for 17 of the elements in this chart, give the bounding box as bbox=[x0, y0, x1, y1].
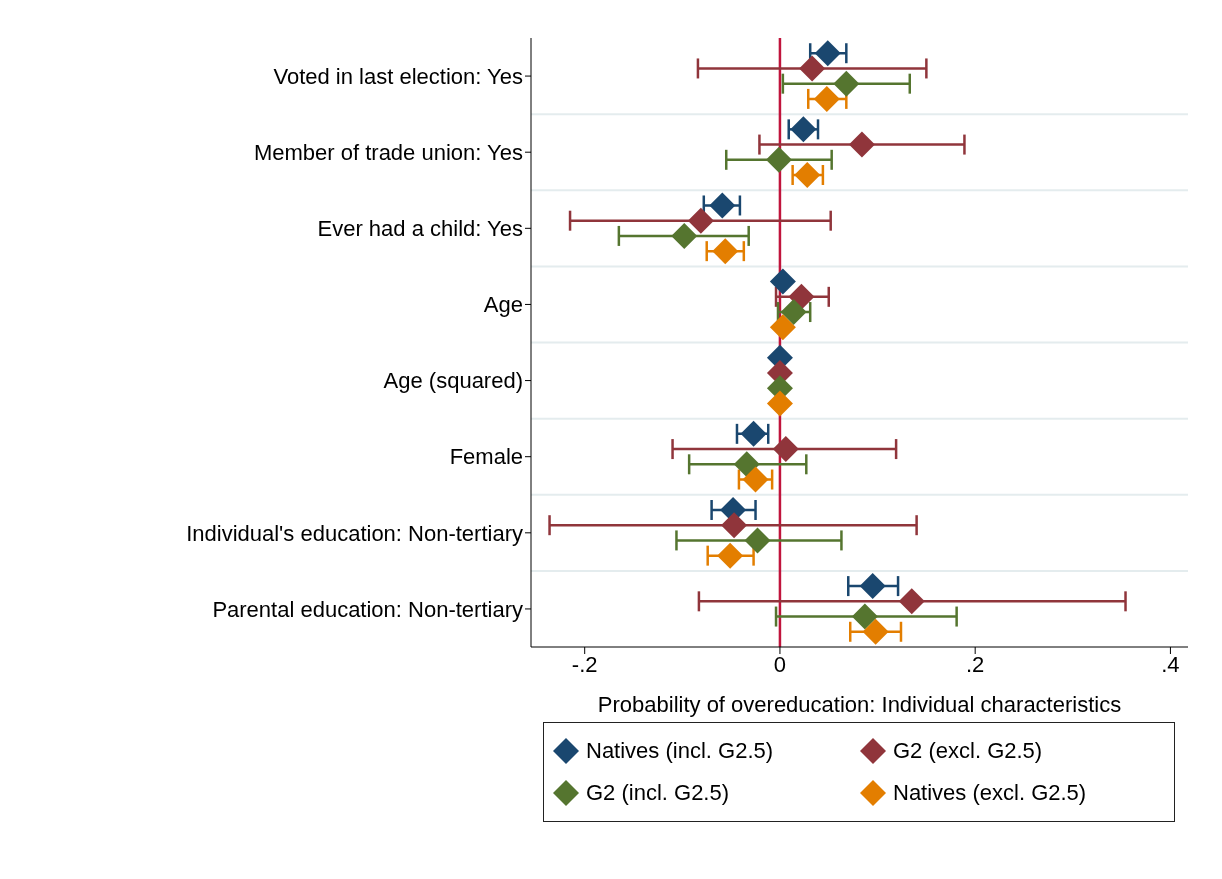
x-tick-label: -.2 bbox=[571, 651, 598, 677]
y-tick-label: Parental education: Non-tertiary bbox=[212, 596, 523, 622]
legend-label: Natives (incl. G2.5) bbox=[586, 738, 774, 764]
legend-label: G2 (excl. G2.5) bbox=[893, 738, 1043, 764]
y-tick-label: Voted in last election: Yes bbox=[273, 63, 523, 89]
x-axis-title: Probability of overeducation: Individual characteristics bbox=[597, 692, 1122, 717]
x-tick-label: .2 bbox=[966, 651, 985, 677]
y-tick-label: Age bbox=[483, 292, 523, 318]
legend-label: G2 (incl. G2.5) bbox=[586, 780, 730, 806]
x-tick-label: 0 bbox=[773, 651, 787, 677]
y-tick-label: Age (squared) bbox=[383, 368, 523, 394]
y-tick-label: Member of trade union: Yes bbox=[253, 140, 523, 165]
y-tick-label: Female bbox=[449, 444, 523, 470]
y-tick-label: Ever had a child: Yes bbox=[317, 216, 523, 242]
x-tick-label: .4 bbox=[1161, 651, 1180, 677]
y-tick-label: Individual's education: Non-tertiary bbox=[186, 520, 523, 546]
legend-label: Natives (excl. G2.5) bbox=[893, 780, 1087, 806]
